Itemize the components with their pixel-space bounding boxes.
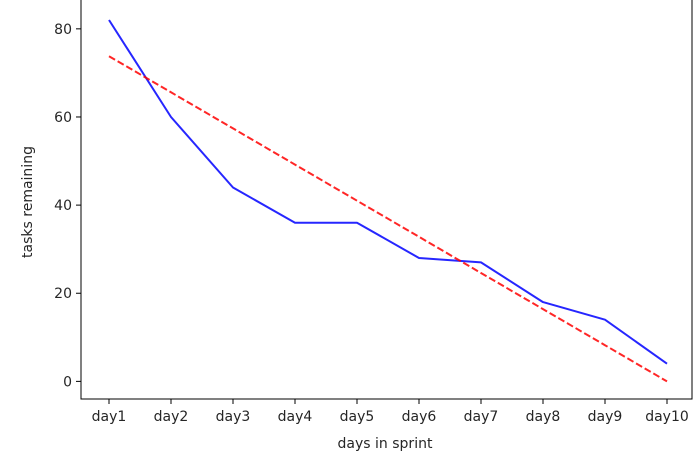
y-axis-ticks: 0 20 40 60 80: [54, 22, 81, 390]
x-axis-label: days in sprint: [338, 436, 433, 452]
x-tick-label: day8: [526, 409, 561, 425]
actual-line-0: [108, 19, 668, 365]
y-axis-label: tasks remaining: [20, 146, 36, 258]
y-tick-label: 20: [54, 286, 72, 302]
y-tick-label: 0: [63, 374, 72, 390]
y-tick-label: 60: [54, 110, 72, 126]
x-tick-label: day9: [588, 409, 623, 425]
x-axis-ticks: day1 day2 day3 day4 day5 day6 day7 day8 day9 day1…: [92, 399, 689, 425]
x-tick-label: day7: [464, 409, 499, 425]
x-tick-label: day4: [278, 409, 313, 425]
x-tick-label: day5: [340, 409, 375, 425]
y-tick-label: 80: [54, 22, 72, 38]
x-tick-label: day10: [645, 409, 689, 425]
x-tick-label: day1: [92, 409, 127, 425]
plot-area: [80, 0, 693, 400]
x-tick-label: day2: [154, 409, 189, 425]
y-tick-label: 40: [54, 198, 72, 214]
x-tick-label: day6: [402, 409, 437, 425]
ideal-line-1: [108, 55, 668, 383]
axes-frame: [80, 0, 693, 400]
x-tick-label: day3: [216, 409, 251, 425]
